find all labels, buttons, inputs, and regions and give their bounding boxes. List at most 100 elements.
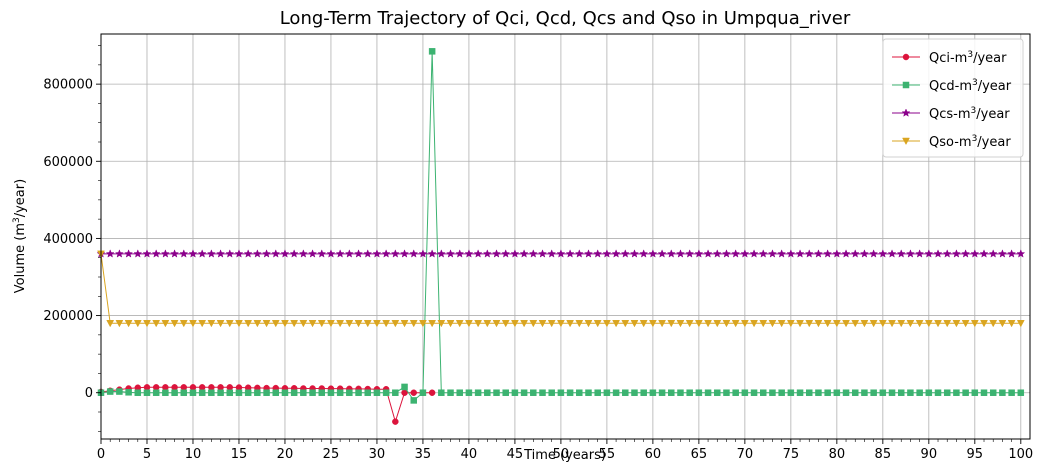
data-point	[511, 389, 519, 396]
data-point	[115, 320, 124, 328]
data-point	[668, 389, 675, 396]
y-axis: 0 200000 400000 600000 800000	[43, 45, 101, 432]
data-point	[842, 389, 850, 396]
data-point	[824, 389, 831, 396]
data-point	[327, 389, 335, 396]
data-point	[575, 320, 584, 328]
data-point	[208, 389, 215, 396]
legend-label-sup: 3	[972, 134, 978, 144]
data-point	[740, 320, 749, 328]
data-point	[998, 320, 1007, 328]
y-axis-label-tail: /year)	[13, 179, 28, 217]
chart-title: Long-Term Trajectory of Qci, Qcd, Qcs an…	[280, 8, 851, 29]
data-point	[1017, 389, 1025, 396]
data-point	[290, 320, 299, 328]
data-point	[676, 249, 685, 258]
data-point	[924, 249, 934, 258]
x-tick-label: 50	[553, 447, 570, 462]
x-axis-label: Time (years)	[523, 448, 606, 463]
legend-label-sup: 3	[972, 78, 978, 88]
data-point	[510, 320, 519, 328]
plot-frame	[100, 33, 1031, 440]
y-axis-label-sup: 3	[12, 217, 22, 223]
data-point	[235, 320, 243, 328]
data-point	[161, 320, 170, 328]
data-point	[851, 320, 860, 328]
data-point	[723, 389, 730, 396]
data-point	[952, 320, 961, 328]
data-point	[336, 389, 344, 396]
data-point	[243, 249, 253, 258]
legend-item: Qso-m3/year	[892, 134, 1011, 150]
data-point	[602, 249, 612, 258]
x-tick-label: 90	[921, 447, 938, 462]
data-point	[290, 389, 298, 396]
data-point	[796, 389, 804, 396]
data-point	[390, 249, 400, 258]
data-point	[300, 389, 307, 396]
data-point	[482, 249, 492, 258]
data-point	[392, 389, 399, 396]
data-point	[162, 384, 169, 391]
data-point	[539, 389, 546, 396]
data-point	[905, 249, 915, 258]
data-point	[695, 389, 703, 396]
data-point	[943, 320, 952, 328]
data-point	[769, 389, 776, 396]
data-point	[576, 389, 583, 396]
data-point	[953, 389, 960, 396]
x-tick-label: 0	[97, 447, 105, 462]
data-point	[649, 389, 657, 396]
data-point	[189, 389, 197, 396]
data-point	[114, 249, 124, 258]
legend-label: Qcd-m3/year	[929, 78, 1012, 94]
x-axis: 0 5 10 15 20 25 30 35 40 45 50 55 60 65 70 75 80 85 90 95 10…	[97, 439, 1033, 462]
data-point	[465, 320, 473, 328]
data-point	[805, 389, 813, 396]
data-point	[897, 389, 905, 396]
data-point	[234, 249, 244, 258]
data-point	[171, 384, 178, 391]
legend-item: Qci-m3/year	[892, 50, 1007, 66]
data-point	[768, 320, 777, 328]
data-point	[198, 320, 207, 328]
data-point	[657, 249, 667, 258]
data-point	[160, 249, 170, 258]
data-point	[152, 320, 161, 328]
data-point	[970, 320, 979, 328]
data-point	[786, 249, 796, 258]
data-point	[410, 389, 417, 396]
data-point	[631, 389, 638, 396]
data-point	[381, 249, 391, 258]
data-point	[262, 320, 271, 328]
legend-label-sup: 3	[967, 50, 973, 60]
data-point	[281, 389, 289, 396]
data-point	[630, 320, 639, 328]
data-point	[961, 320, 970, 328]
data-point	[666, 249, 676, 258]
data-point	[400, 320, 409, 328]
data-point	[593, 249, 603, 258]
data-point	[585, 389, 592, 396]
x-tick-label: 60	[645, 447, 662, 462]
legend-label-sup: 3	[971, 106, 977, 116]
data-point	[308, 249, 318, 258]
data-point	[208, 384, 215, 391]
data-point	[777, 249, 787, 258]
data-point	[225, 249, 235, 258]
data-point	[759, 320, 768, 328]
data-point	[189, 320, 197, 328]
y-tick-label: 400000	[43, 232, 93, 247]
data-point	[603, 389, 611, 396]
data-point	[271, 320, 280, 328]
data-point	[925, 389, 933, 396]
x-tick-label: 100	[1008, 447, 1033, 462]
data-point	[676, 320, 685, 328]
data-point	[795, 249, 805, 258]
data-point	[372, 249, 382, 258]
legend-label-tail: /year	[976, 107, 1010, 122]
data-point	[896, 249, 906, 258]
data-point	[179, 249, 189, 258]
data-point	[345, 320, 354, 328]
